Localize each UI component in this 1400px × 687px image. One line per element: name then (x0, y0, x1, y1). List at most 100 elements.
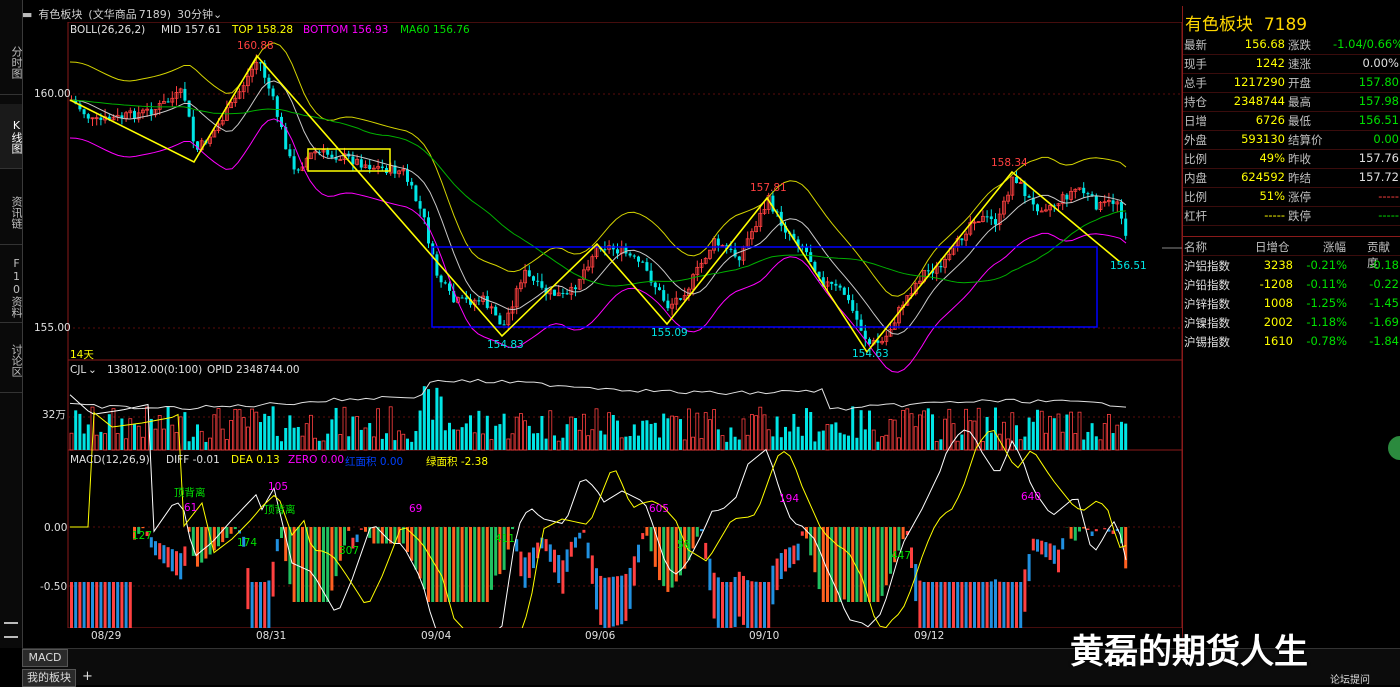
volume-bar (141, 437, 144, 450)
volume-bar (1044, 433, 1047, 450)
volume-bar (616, 421, 619, 450)
candle-body (297, 169, 300, 170)
volume-bar (347, 436, 350, 450)
volume-bar (221, 429, 224, 450)
volume-bar (721, 436, 724, 450)
volume-bar (356, 416, 359, 450)
volume-axis: 32万 (42, 407, 66, 422)
volume-bar (587, 436, 590, 450)
price-axis-160: 160.00 (34, 88, 71, 100)
collapse-icon[interactable]: ▬ (22, 8, 32, 21)
volume-bar (729, 427, 732, 450)
macd-bar (1057, 550, 1060, 573)
volume-bar (671, 416, 674, 450)
volume-bar (393, 440, 396, 450)
volume-bar (776, 416, 779, 450)
index-contribution: -1.45 (1353, 296, 1399, 310)
candle-body (860, 320, 863, 331)
tab-news[interactable]: 资讯链 (0, 180, 22, 245)
tab-kline[interactable]: K线图 (0, 104, 22, 169)
chevron-down-icon[interactable]: ⌄ (213, 8, 222, 21)
macd-bar (792, 546, 795, 565)
volume-bar (330, 419, 333, 450)
macd-bar (788, 547, 791, 567)
candle-body (561, 293, 564, 294)
volume-bar (280, 441, 283, 450)
macd-bar (200, 527, 203, 563)
candle-body (540, 281, 543, 288)
macd-bar (482, 527, 485, 602)
volume-bar (112, 409, 115, 450)
macd-bar (918, 581, 921, 628)
volume-bar (595, 409, 598, 450)
candle-body (1120, 202, 1123, 219)
quote-label: 结算价 (1288, 132, 1323, 148)
tab-timeshare[interactable]: 分时图 (0, 30, 22, 95)
volume-indicator-name[interactable]: CJL (70, 364, 86, 376)
chevron-down-icon[interactable]: ⌄ (88, 364, 97, 376)
volume-bar (524, 421, 527, 450)
volume-bar (419, 411, 422, 450)
quote-board-name: 有色板块 (1185, 15, 1253, 35)
volume-bar (435, 388, 438, 450)
volume-bar (83, 434, 86, 450)
volume-bar (944, 419, 947, 450)
add-tab-button[interactable]: + (82, 669, 93, 684)
col-increase[interactable]: 日增仓 (1255, 239, 1290, 255)
macd-bar (347, 527, 350, 531)
volume-bar (246, 427, 249, 450)
volume-bar (582, 414, 585, 450)
macd-bar (381, 527, 384, 544)
macd-bar (587, 543, 590, 559)
candle-body (868, 339, 871, 344)
index-change: -0.11% (1295, 277, 1347, 291)
volume-bar (784, 427, 787, 450)
quote-label: 最高 (1288, 94, 1311, 110)
tab-f10[interactable]: F10资料 (0, 252, 22, 323)
volume-bar (158, 415, 161, 450)
candle-body (633, 256, 636, 257)
candle-body (1082, 188, 1085, 193)
macd-tab[interactable]: MACD (22, 649, 68, 667)
my-board-tab[interactable]: 我的板块 (22, 669, 76, 687)
tab-discussion[interactable]: 讨论区 (0, 328, 22, 393)
kline-chart[interactable] (22, 22, 1182, 628)
macd-bar (637, 545, 640, 563)
volume-bar (234, 409, 237, 450)
index-row[interactable]: 沪铅指数-1208-0.11%-0.22 (1183, 275, 1400, 294)
col-change[interactable]: 涨幅 (1323, 239, 1346, 255)
macd-bar (826, 527, 829, 602)
boll-indicator-name[interactable]: BOLL(26,26,2) (70, 24, 145, 36)
candle-body (847, 295, 850, 300)
quote-label: 日增 (1184, 113, 1207, 129)
macd-bar (713, 573, 716, 619)
macd-label-69: 69 (409, 503, 422, 515)
index-name: 沪锌指数 (1184, 296, 1230, 312)
volume-bar (1057, 414, 1060, 450)
volume-bar (528, 426, 531, 450)
volume-bar (939, 439, 942, 450)
menu-icon[interactable] (4, 622, 18, 638)
macd-indicator-name[interactable]: MACD(12,26,9) (70, 454, 150, 466)
macd-bar (171, 549, 174, 571)
candle-body (1015, 177, 1018, 183)
candle-body (666, 301, 669, 308)
macd-bar (116, 582, 119, 628)
volume-bar (74, 410, 77, 450)
macd-bar (465, 527, 468, 602)
macd-green-area: 绿面积 -2.38 (426, 454, 488, 469)
period-select[interactable]: 30分钟 (177, 8, 213, 21)
macd-bar (566, 549, 569, 571)
macd-bar (326, 527, 329, 602)
col-name[interactable]: 名称 (1184, 239, 1207, 255)
volume-bar (788, 431, 791, 450)
candle-body (326, 150, 329, 155)
volume-bar (755, 416, 758, 450)
candle-body (834, 284, 837, 286)
macd-bar (1053, 545, 1056, 563)
